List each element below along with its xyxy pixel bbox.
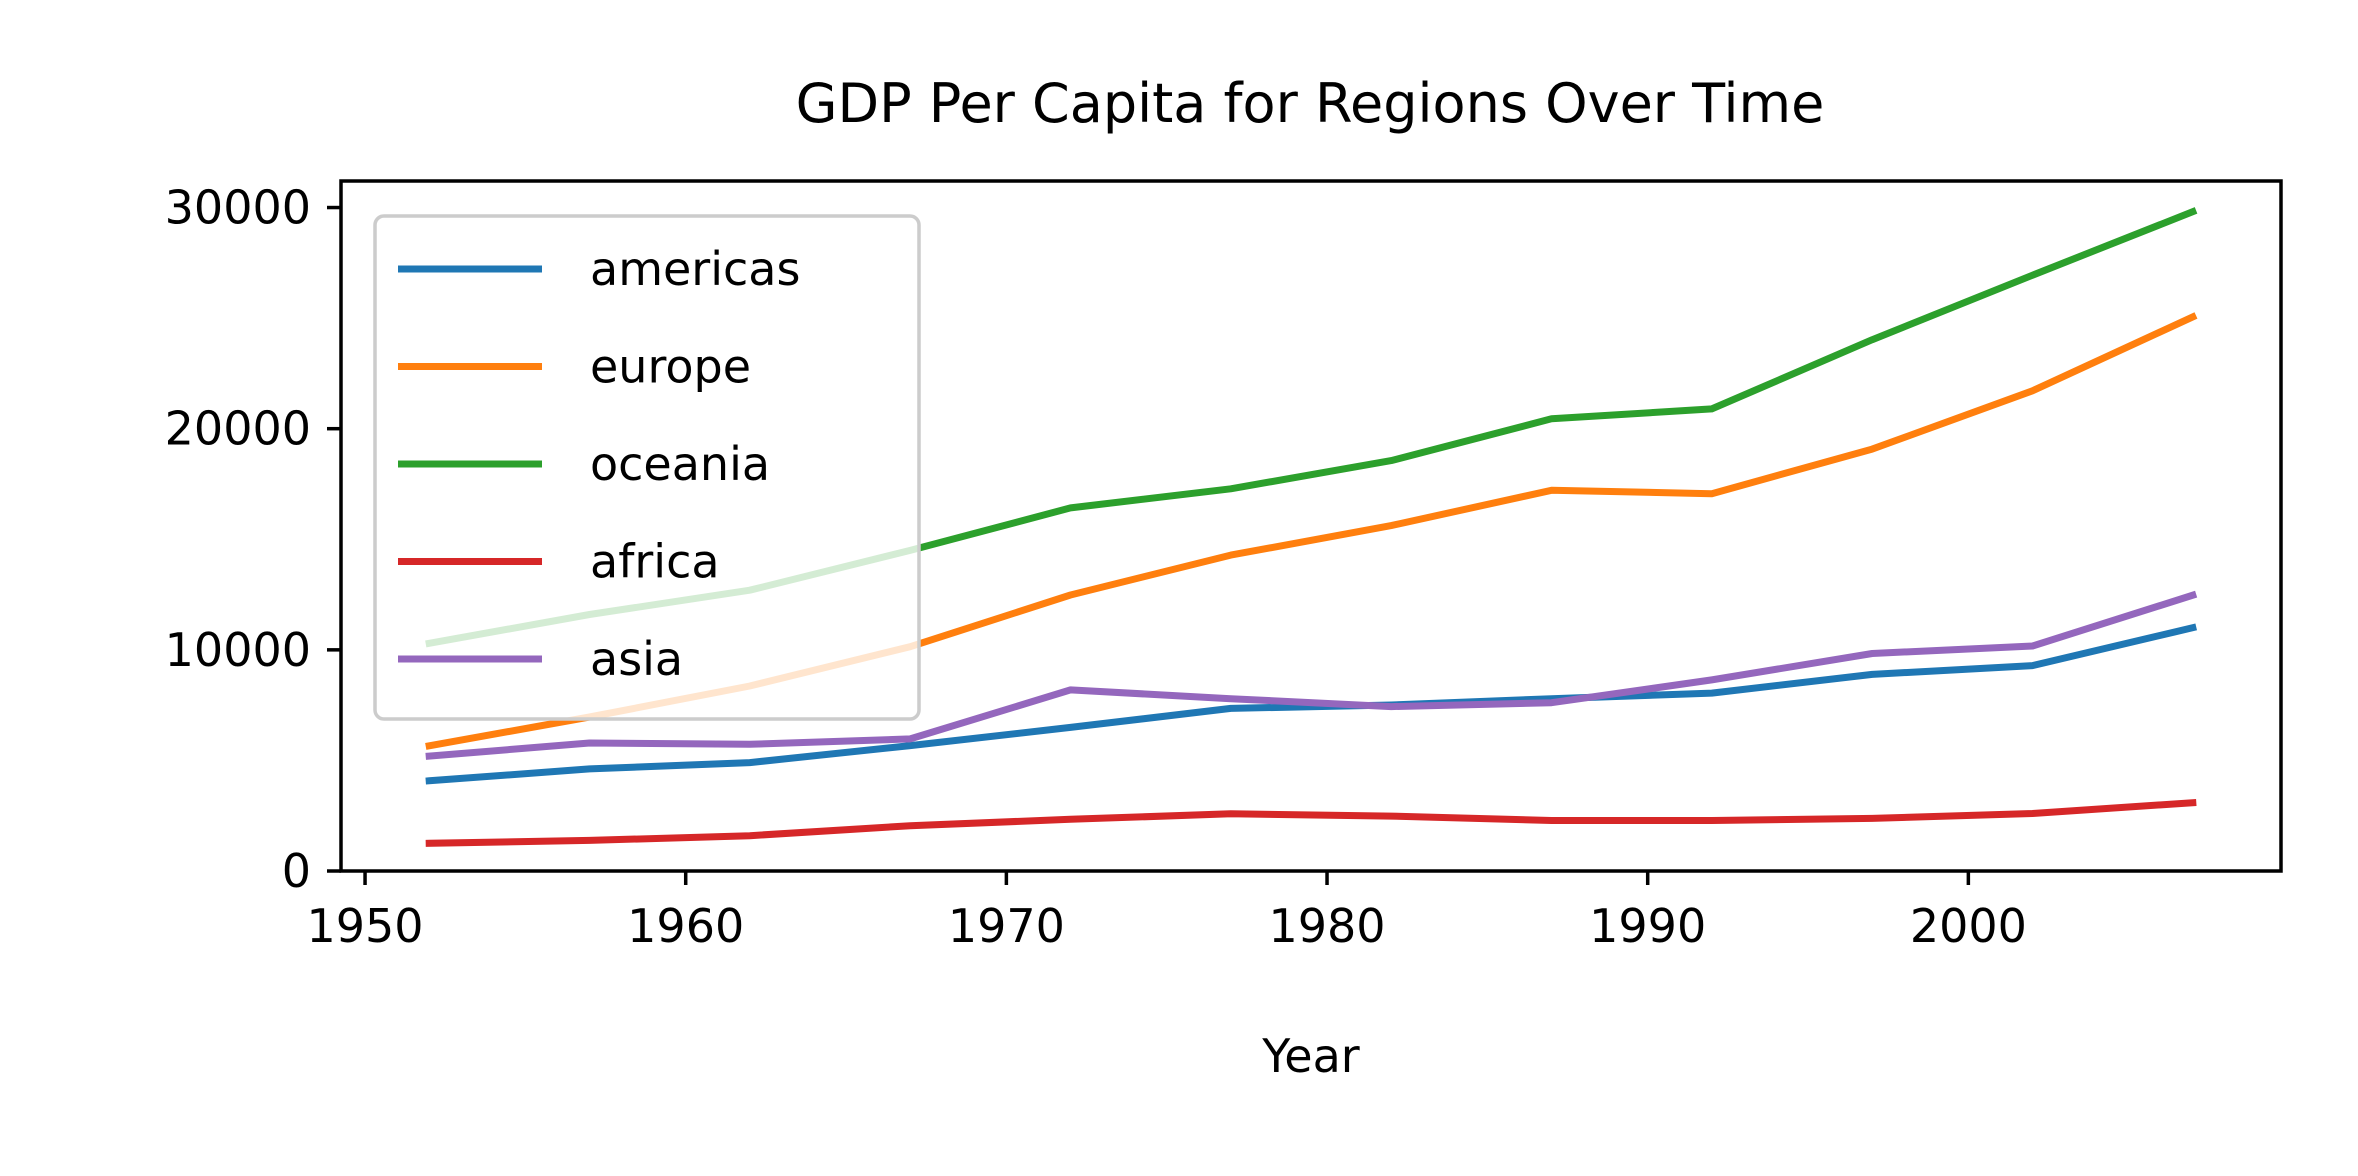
series-line-africa — [425, 798, 2197, 847]
series-line-asia — [425, 590, 2198, 760]
x-tick-label: 2000 — [1910, 899, 2027, 953]
legend-label-americas: americas — [590, 242, 800, 296]
legend-label-europe: europe — [590, 340, 751, 394]
x-tick-label: 1990 — [1589, 899, 1706, 953]
legend-label-africa: africa — [590, 535, 720, 589]
y-tick-label: 0 — [282, 844, 311, 898]
legend-label-oceania: oceania — [590, 437, 770, 491]
x-tick-label: 1960 — [627, 899, 744, 953]
plot-area-frame — [339, 179, 2283, 873]
x-tick-label: 1980 — [1268, 899, 1385, 953]
legend-box — [373, 214, 921, 721]
y-tick-label: 30000 — [165, 181, 311, 235]
y-tick-label: 10000 — [165, 623, 311, 677]
series-line-americas — [425, 623, 2198, 785]
legend-label-asia: asia — [590, 632, 683, 686]
y-tick-label: 20000 — [165, 402, 311, 456]
x-axis-label: Year — [1261, 1029, 1359, 1083]
x-tick-label: 1970 — [948, 899, 1065, 953]
x-tick-label: 1950 — [307, 899, 424, 953]
chart-title: GDP Per Capita for Regions Over Time — [796, 72, 1825, 135]
legend: americas europe oceania africa asia — [373, 214, 921, 721]
